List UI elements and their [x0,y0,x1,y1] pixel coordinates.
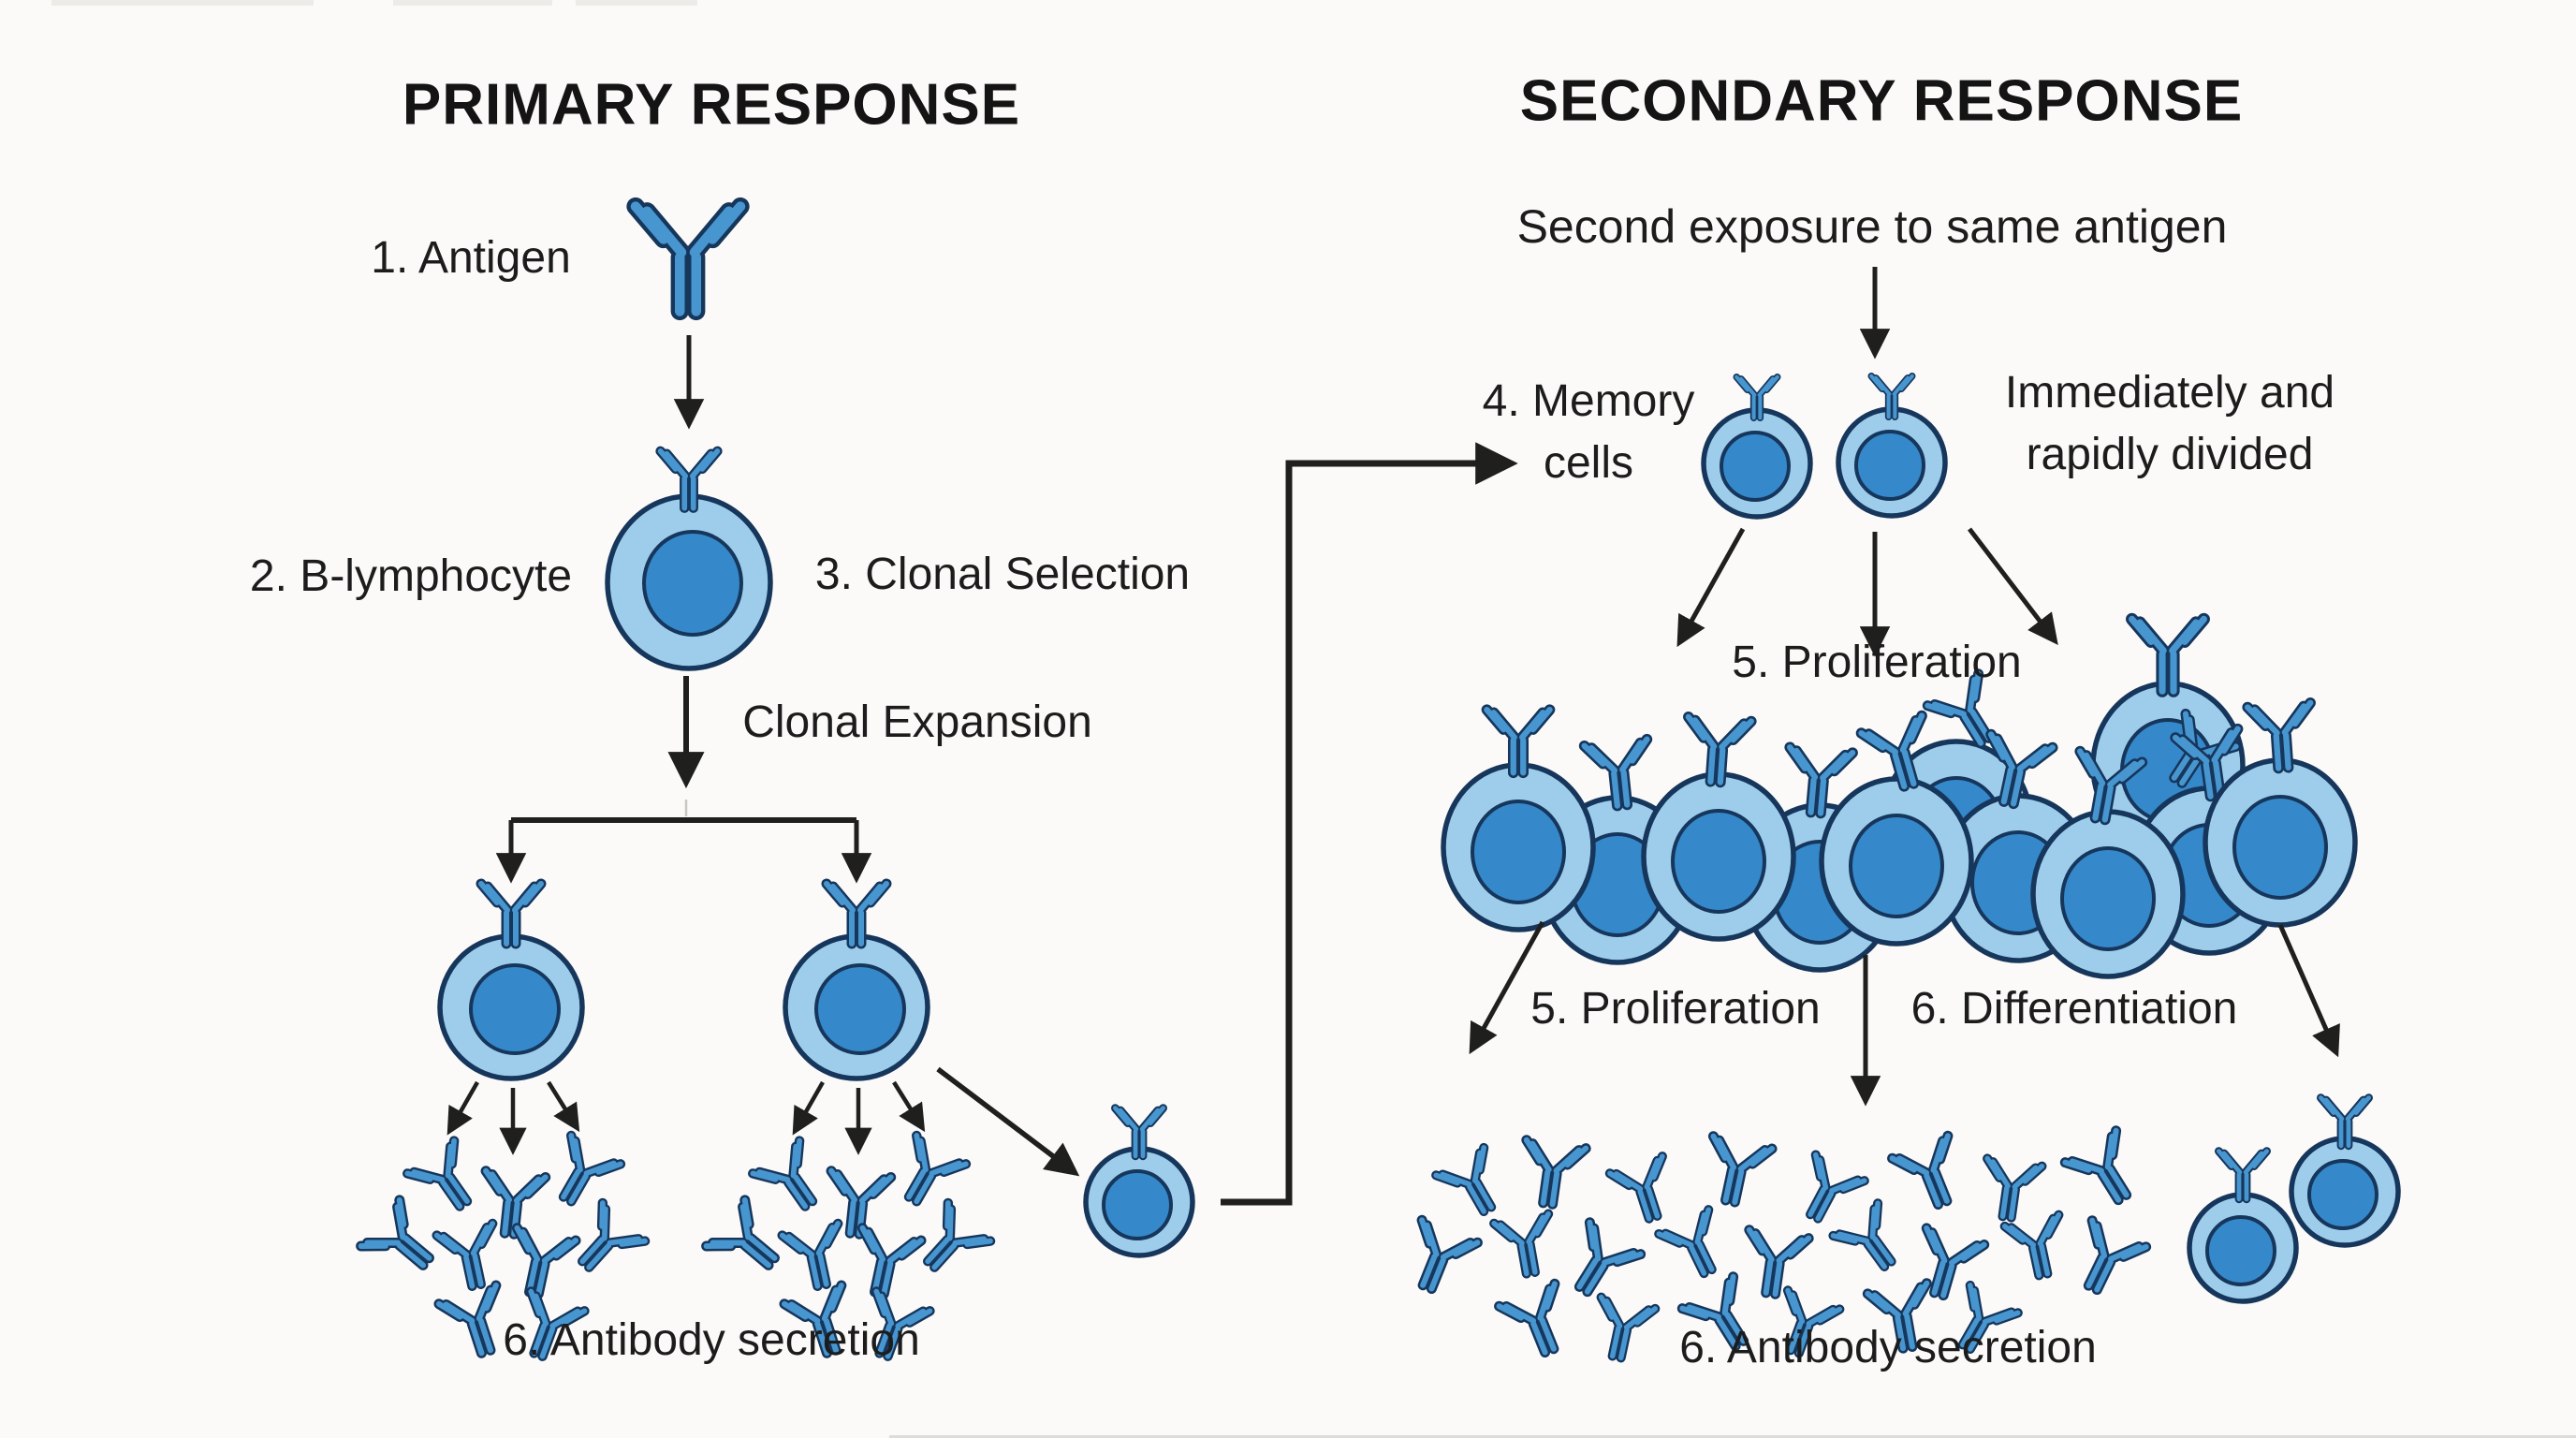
arrow-to-memory-cell [936,1066,1080,1177]
scan-artifact [889,1435,2576,1438]
memory-b-cell-icon [2291,1138,2398,1245]
secondary-response-flow [1399,267,2398,1363]
memory-b-cell-icon [1704,410,1810,517]
bcr-receptor-icon [481,884,541,944]
memory-cells-label-line1: 4. Memory [1482,376,1695,426]
proliferation-label-top: 5. Proliferation [1732,638,2022,687]
scan-artifact [393,0,552,6]
antibody-secretion-label-primary: 6. Antibody secretion [503,1315,920,1365]
memory-b-cell-icon [1838,409,1945,516]
bcr-receptor-icon [827,884,886,944]
plasma-cell-left-icon [440,936,582,1078]
secretion-arrows-left [446,1080,580,1155]
rapidly-divided-label-line1: Immediately and [2004,368,2335,418]
antigen-antibody-icon [636,207,740,312]
division-arrows [1676,527,2058,657]
differentiation-label: 6. Differentiation [1910,984,2238,1034]
bcr-receptor-icon [2218,1152,2266,1199]
differentiation-arrows [1469,920,2340,1107]
b-lymphocyte-label: 2. B-lymphocyte [249,551,573,601]
memory-connector-arrow [1221,442,1518,1206]
scan-artifact [51,0,314,6]
memory-cells-label-line2: cells [1543,438,1634,488]
clonal-expansion-label: Clonal Expansion [742,697,1092,747]
antibody-secretion-label-secondary: 6. Antibody secretion [1679,1323,2097,1372]
secretion-arrows-right [792,1080,926,1155]
rapidly-divided-label-line2: rapidly divided [2026,430,2314,479]
b-lymphocyte-cell-icon [607,496,770,668]
primary-response-title: PRIMARY RESPONSE [402,72,1021,138]
plasma-cell-right-icon [785,936,928,1078]
antigen-label: 1. Antigen [371,233,571,283]
memory-b-cell-icon [2189,1195,2296,1301]
memory-cells-label: 4. Memory cells [1483,371,1695,494]
scan-artifact [576,0,697,6]
second-exposure-label: Second exposure to same antigen [1516,200,2228,253]
secondary-response-title: SECONDARY RESPONSE [1519,68,2244,134]
clonal-selection-label: 3. Clonal Selection [814,550,1191,599]
memory-b-cell-icon [1086,1149,1193,1255]
primary-response-flow [361,207,1518,1365]
proliferation-label-bottom: 5. Proliferation [1530,984,1821,1034]
rapidly-divided-label: Immediately and rapidly divided [2005,362,2334,486]
